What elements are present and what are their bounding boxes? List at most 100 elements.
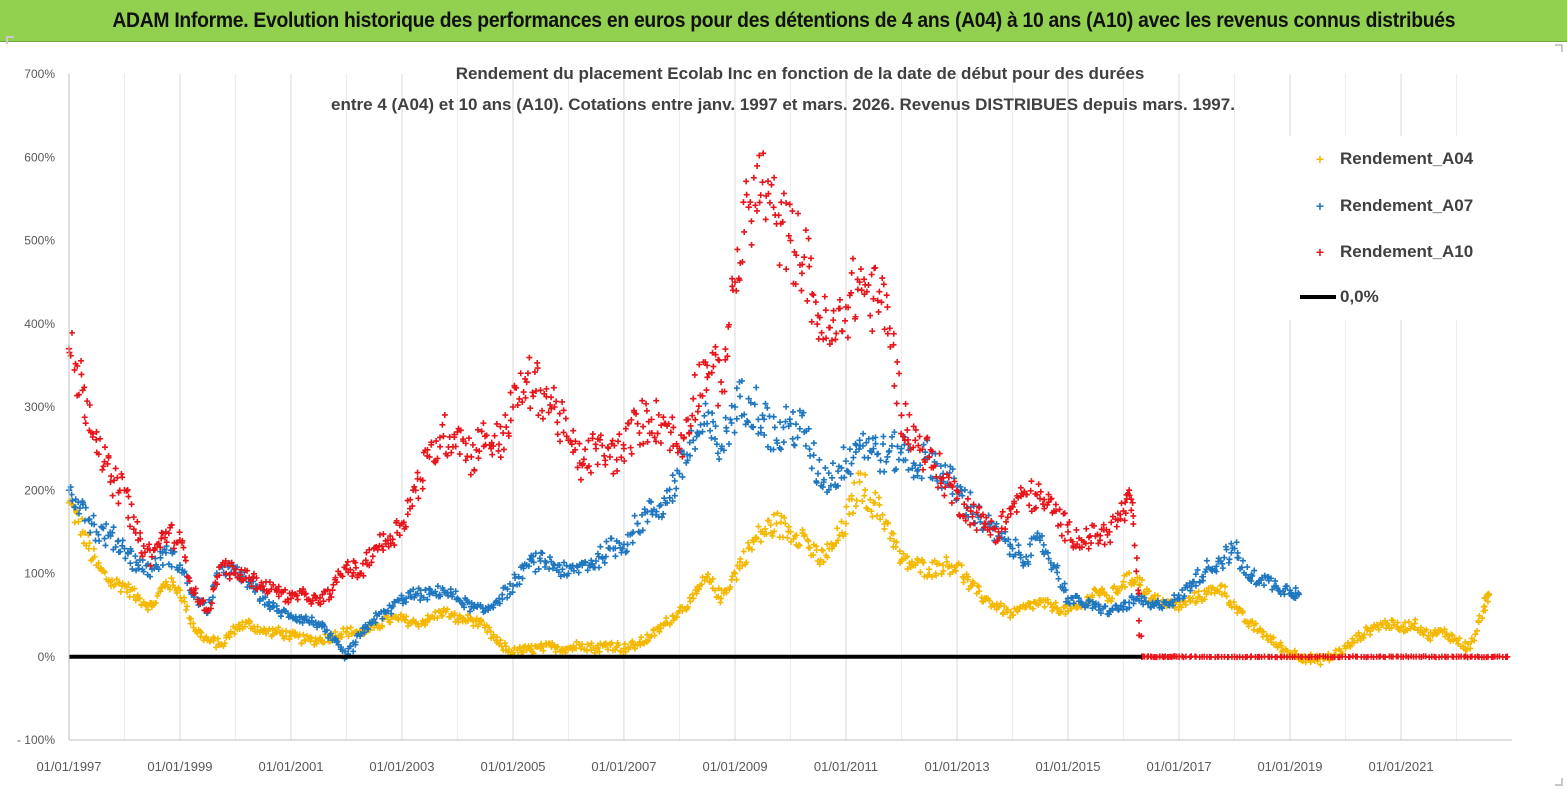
data-point-fill	[699, 392, 706, 399]
data-point-fill	[846, 511, 853, 518]
data-point-fill	[170, 579, 177, 586]
data-point	[1120, 578, 1127, 586]
data-point-fill	[849, 510, 856, 517]
data-point-fill	[109, 529, 116, 536]
data-point-fill	[651, 434, 658, 441]
data-point-fill	[524, 370, 531, 377]
data-point-fill	[826, 324, 833, 331]
series-a10	[65, 150, 1511, 661]
data-point-fill	[770, 511, 777, 518]
data-point-fill	[680, 435, 687, 442]
data-point-fill	[937, 463, 944, 470]
x-tick-label: 01/01/2019	[1257, 759, 1322, 774]
data-point-fill	[692, 445, 699, 452]
data-point	[925, 566, 933, 573]
data-point	[717, 378, 725, 386]
data-point-fill	[1317, 661, 1324, 668]
data-point-fill	[455, 619, 462, 626]
data-point	[884, 453, 891, 461]
data-point-fill	[891, 382, 898, 389]
data-point-fill	[996, 534, 1003, 541]
data-point-fill	[929, 475, 936, 482]
data-point-fill	[1302, 659, 1309, 666]
data-point-fill	[1191, 589, 1198, 596]
data-point-fill	[872, 264, 879, 271]
data-point-fill	[334, 638, 341, 645]
data-point-fill	[722, 414, 729, 421]
data-point-fill	[491, 432, 498, 439]
data-point-fill	[1175, 592, 1182, 599]
data-point-fill	[862, 487, 869, 494]
data-point-fill	[338, 644, 345, 651]
data-point-fill	[615, 438, 622, 445]
data-point-fill	[1132, 578, 1139, 585]
data-point-fill	[962, 517, 969, 524]
data-point-fill	[181, 598, 188, 605]
data-point-fill	[1394, 619, 1401, 626]
data-point-fill	[1384, 621, 1391, 628]
data-point-fill	[958, 562, 965, 569]
data-point-fill	[605, 544, 612, 551]
data-point-fill	[628, 450, 635, 457]
data-point-fill	[1203, 557, 1210, 564]
data-point-fill	[1361, 631, 1368, 638]
data-point-fill	[1004, 606, 1011, 613]
data-point-fill	[519, 399, 526, 406]
data-point-fill	[403, 613, 410, 620]
data-point-fill	[200, 597, 207, 604]
data-point-fill	[723, 428, 730, 435]
data-point-fill	[761, 416, 768, 423]
data-point-fill	[161, 546, 168, 553]
data-point-fill	[1109, 605, 1116, 612]
data-point-fill	[1230, 599, 1237, 606]
y-tick-label: 0%	[38, 650, 56, 664]
data-point-fill	[448, 449, 455, 456]
data-point	[773, 520, 780, 527]
data-point-fill	[1082, 540, 1089, 547]
data-point-fill	[1121, 584, 1128, 591]
data-point-fill	[1070, 600, 1077, 607]
data-point-fill	[994, 537, 1001, 544]
data-point-fill	[624, 541, 631, 548]
data-point-fill	[1145, 600, 1152, 607]
data-point-fill	[508, 649, 515, 656]
chart-legend: + Rendement_A04 + Rendement_A07 + Rendem…	[1280, 136, 1514, 320]
data-point-fill	[387, 533, 394, 540]
data-point-fill	[644, 508, 651, 515]
data-point-fill	[1128, 507, 1135, 514]
data-point-fill	[366, 562, 373, 569]
data-point-fill	[1004, 514, 1011, 521]
data-point-fill	[1456, 635, 1463, 642]
data-point-fill	[718, 443, 725, 450]
data-point-fill	[793, 252, 800, 259]
data-point-fill	[1087, 532, 1094, 539]
data-point-fill	[725, 321, 732, 328]
data-point-fill	[452, 443, 459, 450]
data-point-fill	[701, 420, 708, 427]
data-point-fill	[792, 421, 799, 428]
data-point-fill	[1085, 545, 1092, 552]
data-point-fill	[738, 377, 745, 384]
data-point-fill	[101, 458, 108, 465]
data-point-fill	[436, 434, 443, 441]
data-point-fill	[657, 440, 664, 447]
data-point-fill	[597, 432, 604, 439]
data-point-fill	[695, 403, 702, 410]
data-point-fill	[620, 441, 627, 448]
data-point-fill	[774, 510, 781, 517]
data-point-fill	[1465, 640, 1472, 647]
data-point-fill	[789, 208, 796, 215]
data-point-fill	[275, 624, 282, 631]
data-point-fill	[1141, 594, 1148, 601]
data-point-fill	[1097, 532, 1104, 539]
data-point-fill	[1441, 626, 1448, 633]
data-point-fill	[964, 504, 971, 511]
data-point-fill	[545, 409, 552, 416]
data-point-fill	[1056, 506, 1063, 513]
data-point-fill	[710, 363, 717, 370]
data-point-fill	[1187, 654, 1194, 661]
data-point-fill	[980, 524, 987, 531]
data-point-fill	[602, 553, 609, 560]
data-point-fill	[858, 287, 865, 294]
